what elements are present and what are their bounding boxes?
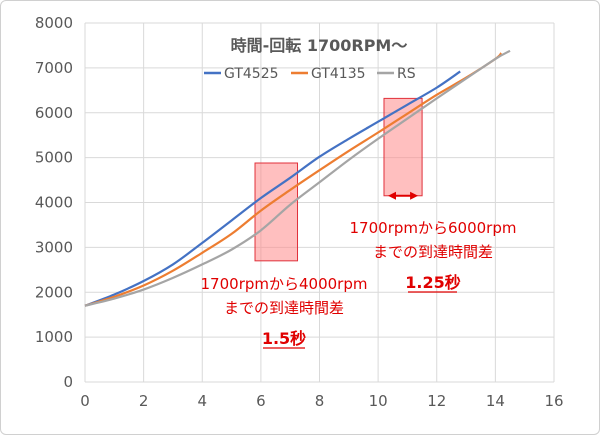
annotation-text: 1700rpmから6000rpm [350,219,517,237]
y-tick-label: 4000 [35,194,73,212]
y-tick-label: 6000 [35,104,73,122]
series-line-gt4135 [84,52,503,307]
x-tick-label: 8 [315,392,325,410]
x-tick-label: 6 [256,392,266,410]
x-tick-label: 14 [486,392,505,410]
chart-title: 時間-回転 1700RPM～ [231,36,408,55]
y-tick-label: 5000 [35,149,73,167]
legend-label: GT4525 [224,66,279,82]
series-lines [84,49,511,307]
series-line-rs [84,49,511,307]
axis-ticks: 0 2 4 6 8 10 12 14 16 0 1000 2000 3000 4000 5000 6000 70… [35,14,564,410]
highlight-regions [254,97,423,262]
highlight-region [254,162,299,262]
y-tick-label: 8000 [35,14,73,32]
y-tick-label: 2000 [35,283,73,301]
grid [84,22,555,383]
annotation-value: 1.25秒 [405,273,460,292]
arrow-head-left [387,191,396,200]
y-tick-label: 3000 [35,238,73,256]
highlight-region [383,97,423,197]
x-tick-label: 0 [80,392,90,410]
y-tick-label: 1000 [35,328,73,346]
series-line-gt4525 [84,70,461,307]
annotation-text: 1700rpmから4000rpm [201,275,368,293]
arrow-head-right [410,191,419,200]
y-tick-label: 0 [63,373,73,391]
x-tick-label: 4 [197,392,207,410]
x-tick-label: 12 [427,392,446,410]
x-tick-label: 10 [369,392,388,410]
y-tick-label: 7000 [35,59,73,77]
annotation-value: 1.5秒 [262,329,306,348]
legend-label: RS [397,66,416,82]
x-tick-label: 16 [544,392,563,410]
x-tick-label: 2 [139,392,149,410]
annotation-text: までの到達時間差 [224,299,344,317]
annotation-text: までの到達時間差 [373,243,493,261]
legend: GT4525 GT4135 RS [204,66,416,82]
annotations: 1700rpmから4000rpm までの到達時間差 1.5秒 1700rpmから600… [201,191,517,349]
legend-label: GT4135 [311,66,366,82]
